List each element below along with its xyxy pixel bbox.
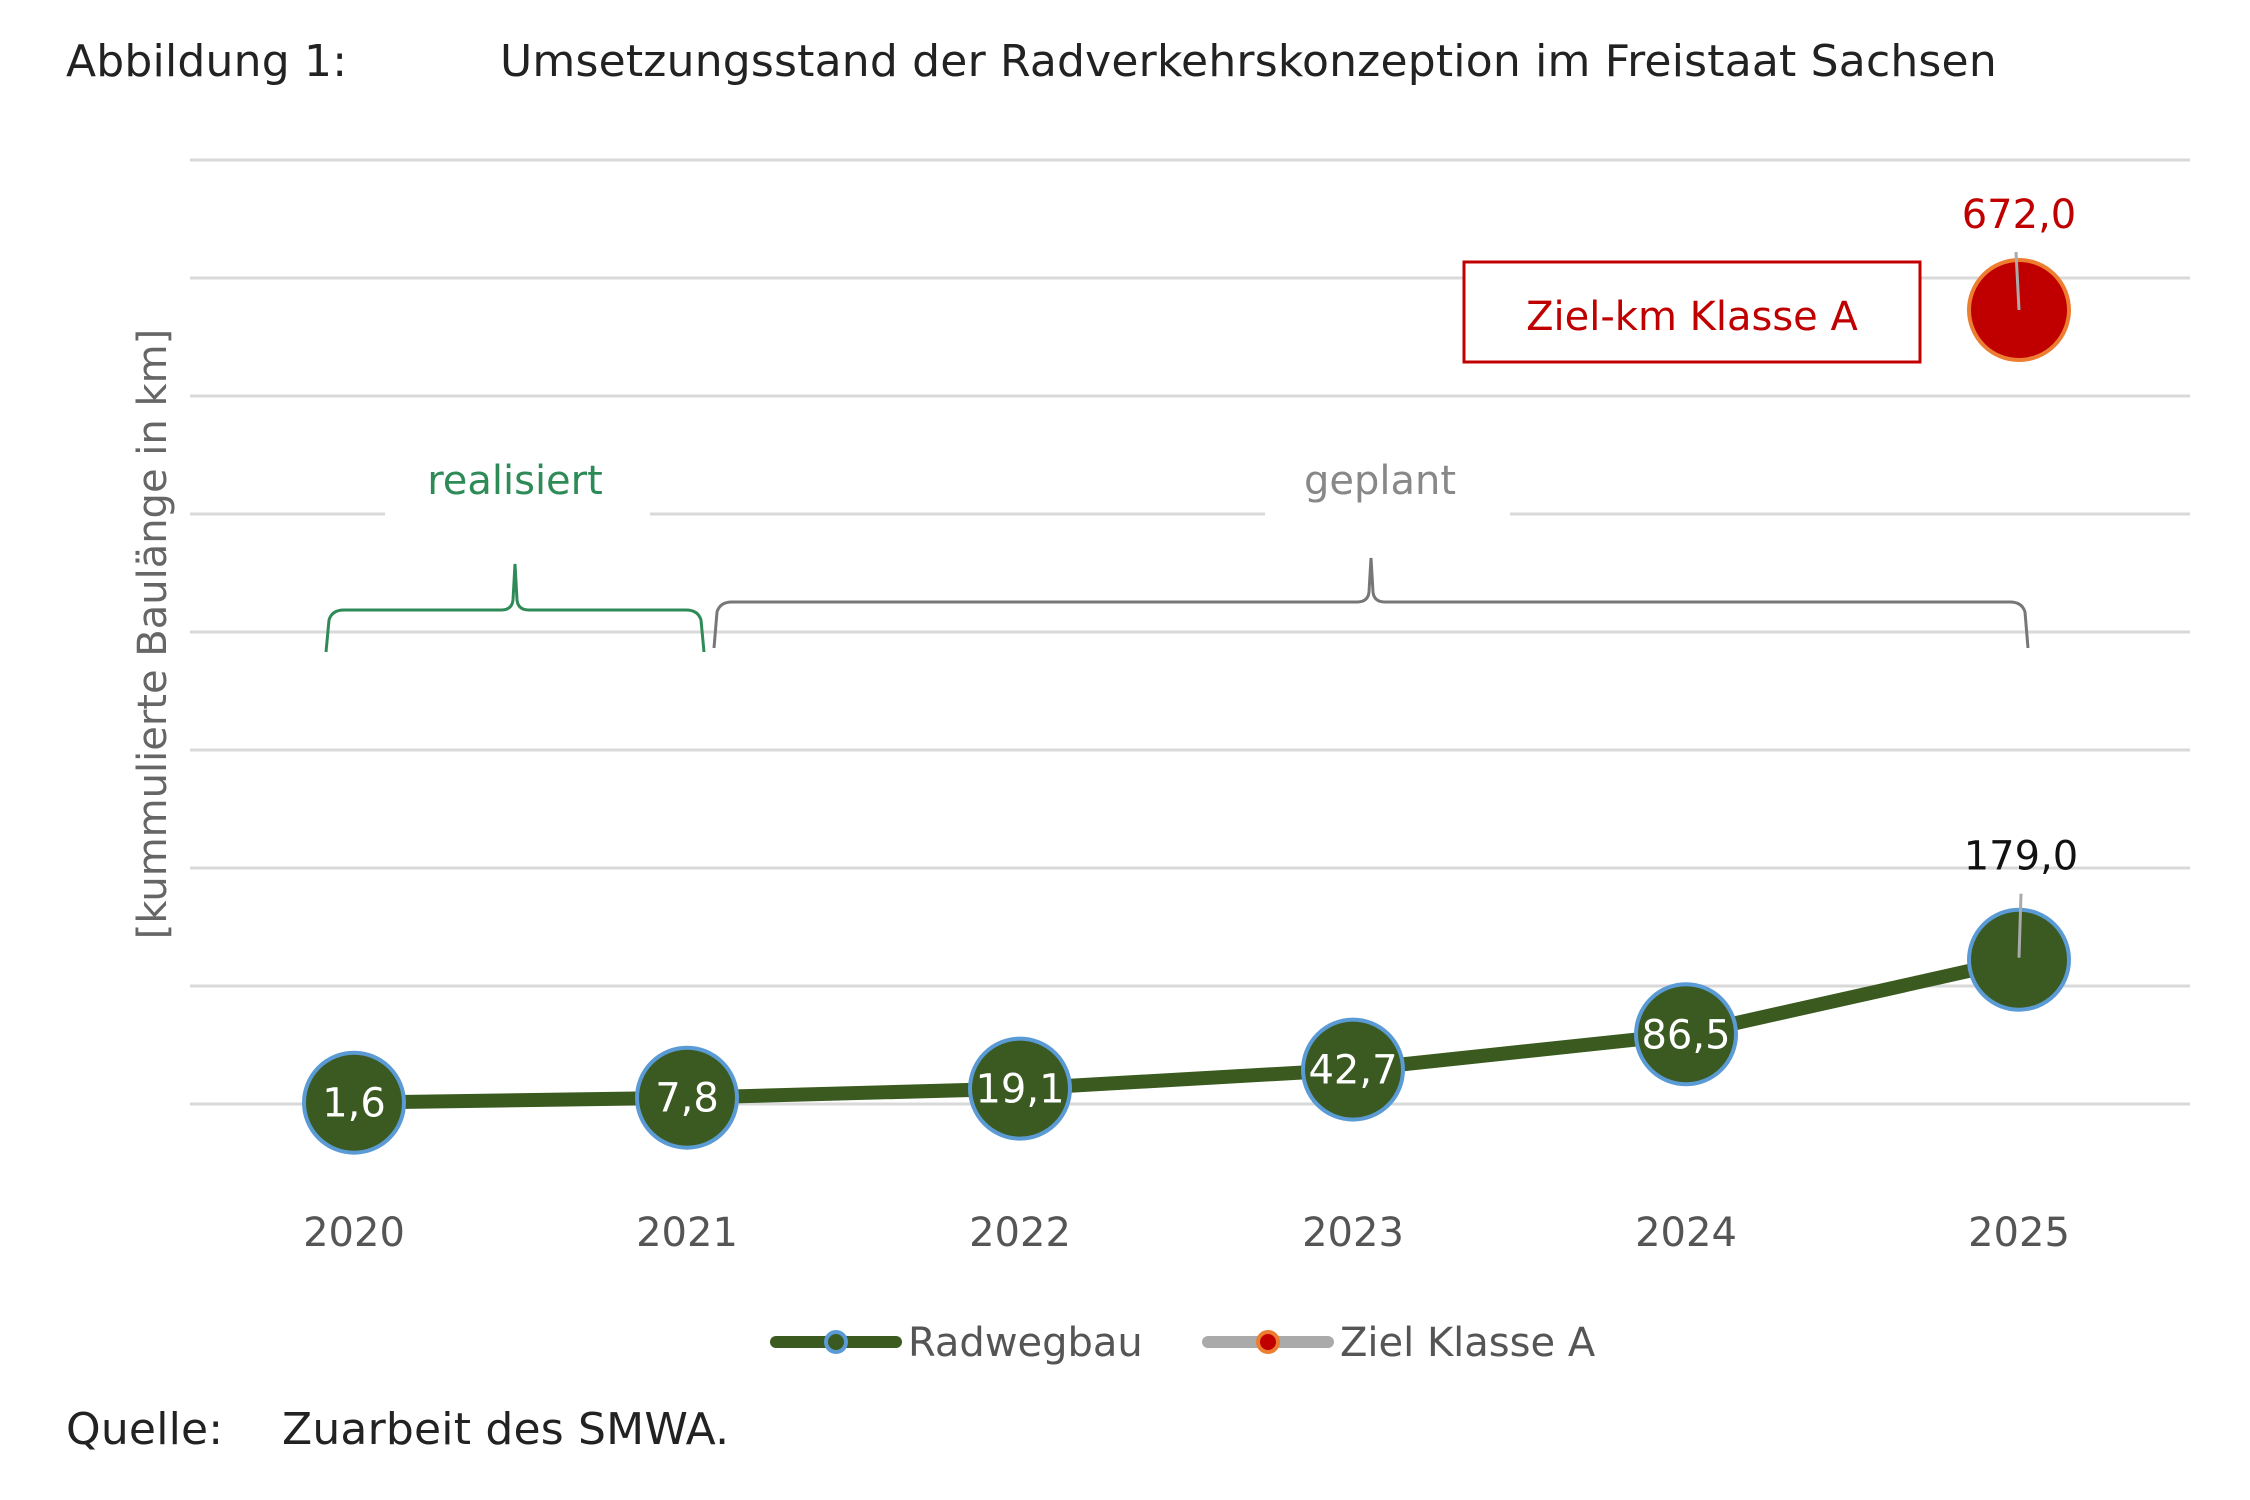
data-label: 86,5: [1641, 1012, 1730, 1058]
figure-label: Abbildung 1:: [66, 36, 348, 87]
bracket-geplant: [712, 557, 2030, 649]
legend-label-radwegbau: Radwegbau: [908, 1320, 1143, 1366]
label-geplant: geplant: [1304, 458, 1456, 504]
x-tick-label: 2025: [1968, 1210, 2070, 1256]
x-tick-label: 2020: [303, 1210, 405, 1256]
x-tick-label: 2021: [636, 1210, 738, 1256]
data-label-target: 672,0: [1962, 192, 2077, 238]
data-point-radwegbau: [1634, 982, 1738, 1087]
target-box: [1462, 260, 1922, 364]
target-box-label: Ziel-km Klasse A: [1526, 294, 1858, 340]
series-line-radwegbau: [347, 952, 2026, 1110]
y-axis-title: [kummulierte Baulänge in km]: [130, 329, 176, 939]
x-tick-label: 2023: [1302, 1210, 1404, 1256]
x-tick-label: 2022: [969, 1210, 1071, 1256]
leader-line: [2014, 251, 2021, 311]
data-point-radwegbau: [635, 1045, 739, 1150]
label-realisiert: realisiert: [427, 458, 603, 504]
legend-label-ziel: Ziel Klasse A: [1340, 1320, 1596, 1366]
data-point-radwegbau: [302, 1050, 406, 1155]
data-label: 1,6: [322, 1081, 386, 1127]
x-tick-label: 2024: [1635, 1210, 1737, 1256]
data-point-radwegbau: [1301, 1017, 1405, 1122]
data-label: 7,8: [655, 1076, 719, 1122]
figure-title: Umsetzungsstand der Radverkehrskonzeptio…: [500, 36, 1997, 87]
legend-marker-ziel: [1256, 1330, 1280, 1354]
data-label: 19,1: [975, 1067, 1064, 1113]
bracket-realisiert: [324, 563, 706, 653]
data-point-radwegbau: [968, 1036, 1072, 1141]
leader-line: [2017, 893, 2023, 958]
data-label: 42,7: [1308, 1048, 1397, 1094]
data-label: 179,0: [1964, 834, 2079, 880]
source-text: Zuarbeit des SMWA.: [282, 1404, 730, 1455]
source-label: Quelle:: [66, 1404, 224, 1455]
legend-marker-radwegbau: [824, 1330, 848, 1354]
